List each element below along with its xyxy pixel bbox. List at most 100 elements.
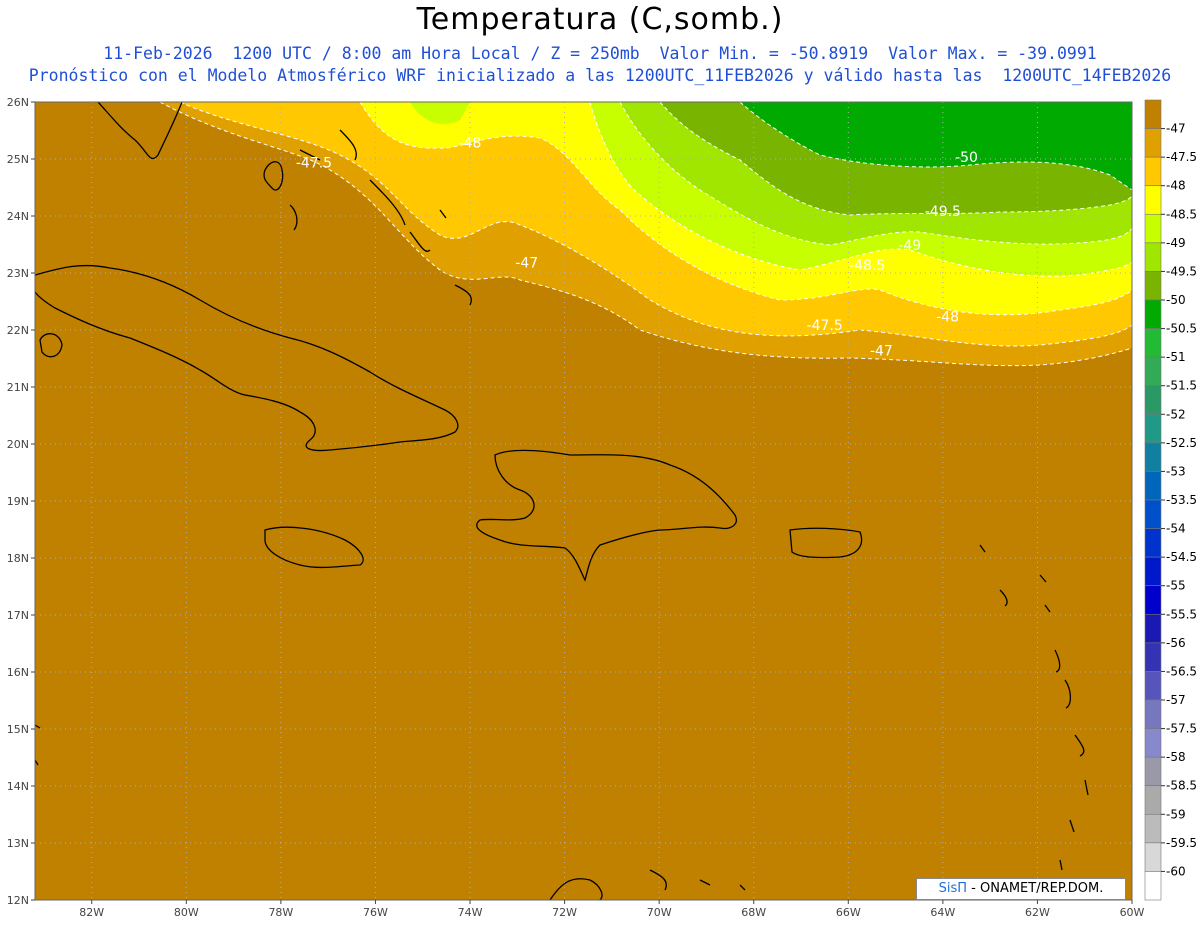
colorbar-swatch bbox=[1144, 499, 1162, 529]
lat-tick-label: 16N bbox=[7, 666, 29, 679]
lon-axis: 82W 80W 78W 76W 74W 72W 70W 68W 66W 64W 62W 60W bbox=[79, 900, 1145, 919]
colorbar-swatch bbox=[1144, 871, 1162, 901]
colorbar-label: -50 bbox=[1166, 293, 1186, 307]
coast-cuba bbox=[35, 264, 459, 452]
lat-tick-label: 23N bbox=[7, 267, 29, 280]
lon-tick-label: 80W bbox=[174, 906, 199, 919]
credit-text: - ONAMET/REP.DOM. bbox=[967, 881, 1104, 896]
colorbar-label: -54.5 bbox=[1166, 550, 1197, 564]
coast-puerto-rico bbox=[789, 527, 863, 559]
colorbar-swatch bbox=[1144, 156, 1162, 187]
lon-tick-label: 78W bbox=[268, 906, 293, 919]
credit-brand: SisΠ bbox=[938, 881, 968, 896]
lat-tick-label: 26N bbox=[7, 96, 29, 109]
colorbar-swatch bbox=[1144, 356, 1162, 387]
lat-tick-label: 14N bbox=[7, 780, 29, 793]
colorbar-label: -58.5 bbox=[1166, 779, 1197, 793]
colorbar-swatch bbox=[1144, 642, 1162, 672]
colorbar-label: -55 bbox=[1166, 579, 1186, 593]
colorbar-swatch bbox=[1144, 556, 1162, 587]
contour-lines bbox=[159, 102, 1132, 367]
lon-tick-label: 68W bbox=[741, 906, 766, 919]
colorbar-swatch bbox=[1144, 528, 1162, 558]
contour-minus-47 bbox=[159, 102, 1132, 367]
lat-axis: 12N 13N 14N 15N 16N 17N 18N 19N 20N 21N 22N 23N 24N 2… bbox=[7, 96, 35, 907]
lon-tick-label: 70W bbox=[647, 906, 672, 919]
colorbar-label: -49 bbox=[1166, 236, 1186, 250]
contour-minus-48 bbox=[359, 102, 1132, 316]
coast-hispaniola bbox=[476, 449, 737, 582]
lat-tick-label: 20N bbox=[7, 438, 29, 451]
contour-label: -47 bbox=[515, 255, 538, 271]
lon-tick-label: 76W bbox=[363, 906, 388, 919]
colorbar-swatch bbox=[1144, 842, 1162, 872]
colorbar-label: -59.5 bbox=[1166, 836, 1197, 850]
credit-box: SisΠ - ONAMET/REP.DOM. bbox=[916, 878, 1126, 900]
colorbar-label: -53 bbox=[1166, 464, 1186, 478]
colorbar-label: -60 bbox=[1166, 864, 1186, 878]
lon-tick-label: 74W bbox=[458, 906, 483, 919]
coast-bahamas-andros bbox=[263, 161, 298, 231]
coast-jamaica bbox=[264, 526, 364, 569]
colorbar-swatch bbox=[1144, 671, 1162, 701]
lat-tick-label: 25N bbox=[7, 153, 29, 166]
colorbar-label: -51.5 bbox=[1166, 379, 1197, 393]
colorbar-label: -59 bbox=[1166, 807, 1186, 821]
lon-tick-label: 66W bbox=[836, 906, 861, 919]
coast-florida bbox=[97, 102, 183, 160]
map-subtitle-line1: 11-Feb-2026 1200 UTC / 8:00 am Hora Loca… bbox=[103, 44, 1097, 63]
coast-south-america bbox=[549, 869, 746, 900]
contour-labels: -47.5 -48 -47 -50 -49.5 -49 -48.5 -47.5 -48 -47 bbox=[296, 136, 978, 360]
colorbar-label: -48.5 bbox=[1166, 207, 1197, 221]
colorbar-label: -56.5 bbox=[1166, 664, 1197, 678]
coast-isla-juventud bbox=[39, 333, 63, 358]
coastlines bbox=[35, 102, 1089, 900]
colorbar-swatch bbox=[1144, 413, 1162, 444]
colorbar-swatch bbox=[1144, 613, 1162, 644]
lon-tick-label: 72W bbox=[552, 906, 577, 919]
colorbar-swatch bbox=[1144, 471, 1162, 501]
lat-tick-label: 24N bbox=[7, 210, 29, 223]
colorbar-swatch bbox=[1144, 271, 1162, 301]
lat-tick-label: 19N bbox=[7, 495, 29, 508]
coast-lesser-antilles bbox=[979, 544, 1089, 871]
colorbar-swatch bbox=[1144, 385, 1162, 415]
contour-label: -47 bbox=[870, 344, 893, 360]
map-subtitle-line2: Pronóstico con el Modelo Atmosférico WRF… bbox=[28, 66, 1172, 85]
lon-tick-label: 82W bbox=[79, 906, 104, 919]
colorbar-label: -56 bbox=[1166, 636, 1186, 650]
colorbar-label: -51 bbox=[1166, 350, 1186, 364]
colorbar-label: -57.5 bbox=[1166, 722, 1197, 736]
colorbar-label: -49.5 bbox=[1166, 264, 1197, 278]
colorbar-label: -47.5 bbox=[1166, 150, 1197, 164]
contour-minus-50 bbox=[739, 102, 1132, 191]
band-minus-50-5 bbox=[740, 102, 1132, 190]
lat-tick-label: 18N bbox=[7, 552, 29, 565]
contour-label: -50 bbox=[955, 150, 978, 166]
contour-label: -47.5 bbox=[296, 156, 332, 172]
colorbar-swatch bbox=[1144, 785, 1162, 815]
colorbar-swatch bbox=[1144, 328, 1162, 358]
contour-label: -49.5 bbox=[925, 204, 961, 220]
colorbar-label: -52.5 bbox=[1166, 436, 1197, 450]
colorbar-swatch bbox=[1144, 299, 1162, 329]
colorbar-swatch bbox=[1144, 242, 1162, 272]
contour-label: -49 bbox=[898, 238, 921, 254]
colorbar-swatch bbox=[1144, 585, 1162, 615]
contour-minus-47-5 bbox=[179, 102, 1132, 347]
colorbar-swatch bbox=[1144, 728, 1162, 758]
colorbar-swatch bbox=[1144, 442, 1162, 472]
lon-tick-label: 64W bbox=[930, 906, 955, 919]
contour-label: -47.5 bbox=[807, 318, 843, 334]
colorbar: -47 -47.5 -48 -48.5 -49 -49.5 -50 -50.5 -51 -51.5… bbox=[1144, 99, 1197, 901]
lat-tick-label: 15N bbox=[7, 723, 29, 736]
coast-bahamas-chain bbox=[299, 129, 472, 306]
lat-tick-label: 22N bbox=[7, 324, 29, 337]
contour-label: -48 bbox=[936, 309, 959, 325]
colorbar-swatch bbox=[1144, 185, 1162, 215]
lat-tick-label: 21N bbox=[7, 381, 29, 394]
contour-label: -48 bbox=[459, 136, 482, 152]
colorbar-label: -47 bbox=[1166, 122, 1186, 136]
graticule bbox=[35, 102, 1132, 900]
